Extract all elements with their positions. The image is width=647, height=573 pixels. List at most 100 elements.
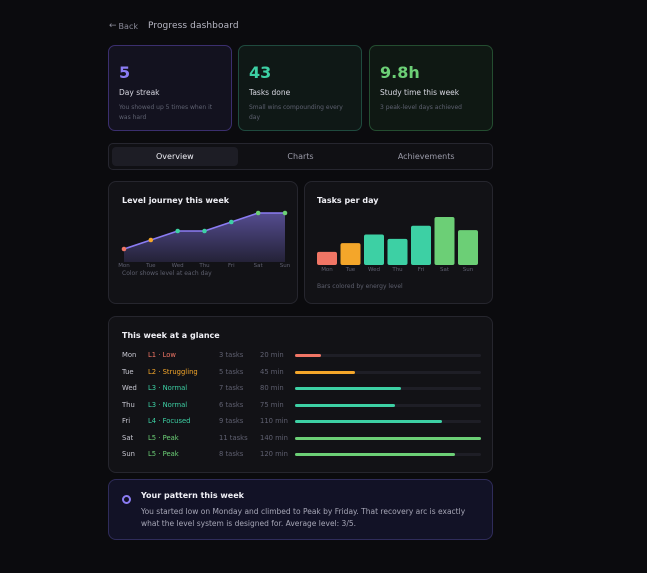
week-row-level: L5 · Peak xyxy=(148,433,179,442)
level-journey-title: Level journey this week xyxy=(122,196,230,205)
level-journey-point xyxy=(229,219,234,225)
stat-value: 9.8h xyxy=(380,63,420,82)
week-row-minutes: 140 min xyxy=(260,433,288,442)
tasks-x-label: Sun xyxy=(462,267,474,273)
week-row-progress-track xyxy=(295,420,481,423)
week-row: Sun L5 · Peak 8 tasks 120 min xyxy=(122,450,482,460)
week-row: Sat L5 · Peak 11 tasks 140 min xyxy=(122,434,482,444)
stat-subtext: You showed up 5 times when it was hard xyxy=(119,104,213,121)
level-journey-x-label: Mon xyxy=(118,263,130,269)
stat-card-study-time: 9.8h Study time this week 3 peak-level d… xyxy=(369,45,493,131)
week-row: Wed L3 · Normal 7 tasks 80 min xyxy=(122,384,482,394)
week-row-tasks: 9 tasks xyxy=(219,417,244,425)
week-row-minutes: 20 min xyxy=(260,351,284,359)
tab-achievements[interactable]: Achievements xyxy=(397,152,455,161)
tasks-x-label: Sat xyxy=(439,267,450,273)
week-row-minutes: 80 min xyxy=(260,384,284,392)
stat-label: Tasks done xyxy=(249,88,291,97)
week-row-tasks: 11 tasks xyxy=(219,433,248,442)
tasks-bar xyxy=(387,238,408,265)
level-journey-line-segment xyxy=(231,212,259,223)
stat-label: Day streak xyxy=(119,88,160,97)
level-journey-x-label: Sat xyxy=(253,263,263,269)
level-journey-x-label: Sun xyxy=(279,263,291,269)
week-row-minutes: 75 min xyxy=(260,400,284,409)
level-journey-x-label: Thu xyxy=(199,263,210,269)
stat-label: Study time this week xyxy=(380,88,460,97)
week-row-day: Sat xyxy=(122,433,134,442)
week-row: Tue L2 · Struggling 5 tasks 45 min xyxy=(122,368,482,378)
week-row-progress-track xyxy=(295,403,481,407)
back-label: Back xyxy=(118,21,138,31)
week-row-tasks: 6 tasks xyxy=(219,400,244,409)
week-row-progress-fill xyxy=(295,354,322,357)
level-journey-point xyxy=(202,228,207,234)
week-row-progress-fill xyxy=(295,403,396,407)
stat-card-day-streak: 5 Day streak You showed up 5 times when … xyxy=(108,45,232,131)
level-journey-chart xyxy=(121,210,288,262)
stat-value: 43 xyxy=(249,63,272,82)
stat-card-tasks-done: 43 Tasks done Small wins compounding eve… xyxy=(238,45,362,131)
level-journey-card: Level journey this week Mon Tue Wed Thu Fri S… xyxy=(108,181,298,304)
tasks-bar xyxy=(458,230,478,265)
week-row-progress-fill xyxy=(295,420,442,423)
week-row-day: Thu xyxy=(122,400,135,409)
tab-charts[interactable]: Charts xyxy=(287,152,314,161)
level-journey-point xyxy=(282,210,288,216)
target-icon xyxy=(122,495,131,504)
tasks-per-day-chart xyxy=(317,217,478,265)
week-at-a-glance-card: This week at a glance Mon L1 · Low 3 tasks… xyxy=(108,316,493,473)
tasks-bar xyxy=(340,243,361,265)
week-row-level: L4 · Focused xyxy=(148,417,191,425)
week-row-day: Wed xyxy=(122,384,137,392)
week-row-day: Sun xyxy=(122,450,135,458)
level-journey-line-segment xyxy=(204,221,232,232)
week-row-minutes: 45 min xyxy=(260,367,284,376)
level-journey-x-label: Fri xyxy=(228,263,235,269)
level-journey-line-segment xyxy=(150,230,178,241)
week-row-tasks: 7 tasks xyxy=(219,384,244,392)
week-row-progress-track xyxy=(295,453,481,456)
week-row-minutes: 110 min xyxy=(260,417,288,425)
stat-subtext: 3 peak-level days achieved xyxy=(380,104,462,111)
tasks-x-label: Fri xyxy=(417,267,425,273)
page-title: Progress dashboard xyxy=(147,21,239,31)
tab-bar: Overview Charts Achievements xyxy=(108,143,493,170)
week-row-progress-fill xyxy=(295,387,402,390)
stat-value: 5 xyxy=(119,63,131,82)
level-journey-area xyxy=(124,213,285,262)
week-row-tasks: 8 tasks xyxy=(219,450,244,458)
week-row-level: L5 · Peak xyxy=(148,450,179,458)
arrow-left-icon: ← xyxy=(109,21,117,31)
week-row-progress-track xyxy=(295,370,481,374)
week-row: Mon L1 · Low 3 tasks 20 min xyxy=(122,351,482,361)
week-row-level: L2 · Struggling xyxy=(148,367,198,376)
week-row-progress-fill xyxy=(295,453,455,456)
tasks-per-day-card: Tasks per day Mon Tue Wed Thu Fri Sat Sun Bars… xyxy=(304,181,493,304)
week-row-day: Tue xyxy=(122,367,134,376)
week-row: Fri L4 · Focused 9 tasks 110 min xyxy=(122,417,482,427)
back-button[interactable]: ← Back xyxy=(109,21,138,31)
week-row-tasks: 3 tasks xyxy=(219,351,244,359)
pattern-card: Your pattern this week You started low o… xyxy=(108,479,493,540)
tab-overview[interactable]: Overview xyxy=(112,147,238,166)
week-row-minutes: 120 min xyxy=(260,450,288,458)
week-row-progress-fill xyxy=(295,370,355,374)
week-row-tasks: 5 tasks xyxy=(219,367,244,376)
week-row-level: L1 · Low xyxy=(148,351,176,359)
week-row-progress-track xyxy=(295,354,481,357)
week-at-a-glance-title: This week at a glance xyxy=(122,331,220,340)
tasks-bar xyxy=(364,234,384,265)
stat-subtext: Small wins compounding every day xyxy=(249,104,343,121)
tasks-x-label: Wed xyxy=(368,267,380,273)
level-journey-x-label: Wed xyxy=(171,263,184,269)
tasks-x-label: Mon xyxy=(321,267,333,273)
level-journey-point xyxy=(121,246,127,252)
week-row-level: L3 · Normal xyxy=(148,400,188,409)
week-row-progress-track xyxy=(295,387,481,390)
week-row-level: L3 · Normal xyxy=(148,384,188,392)
tasks-x-label: Thu xyxy=(392,267,403,273)
tasks-bar xyxy=(317,251,337,265)
tasks-bar xyxy=(411,225,431,265)
week-row-progress-fill xyxy=(295,436,481,440)
